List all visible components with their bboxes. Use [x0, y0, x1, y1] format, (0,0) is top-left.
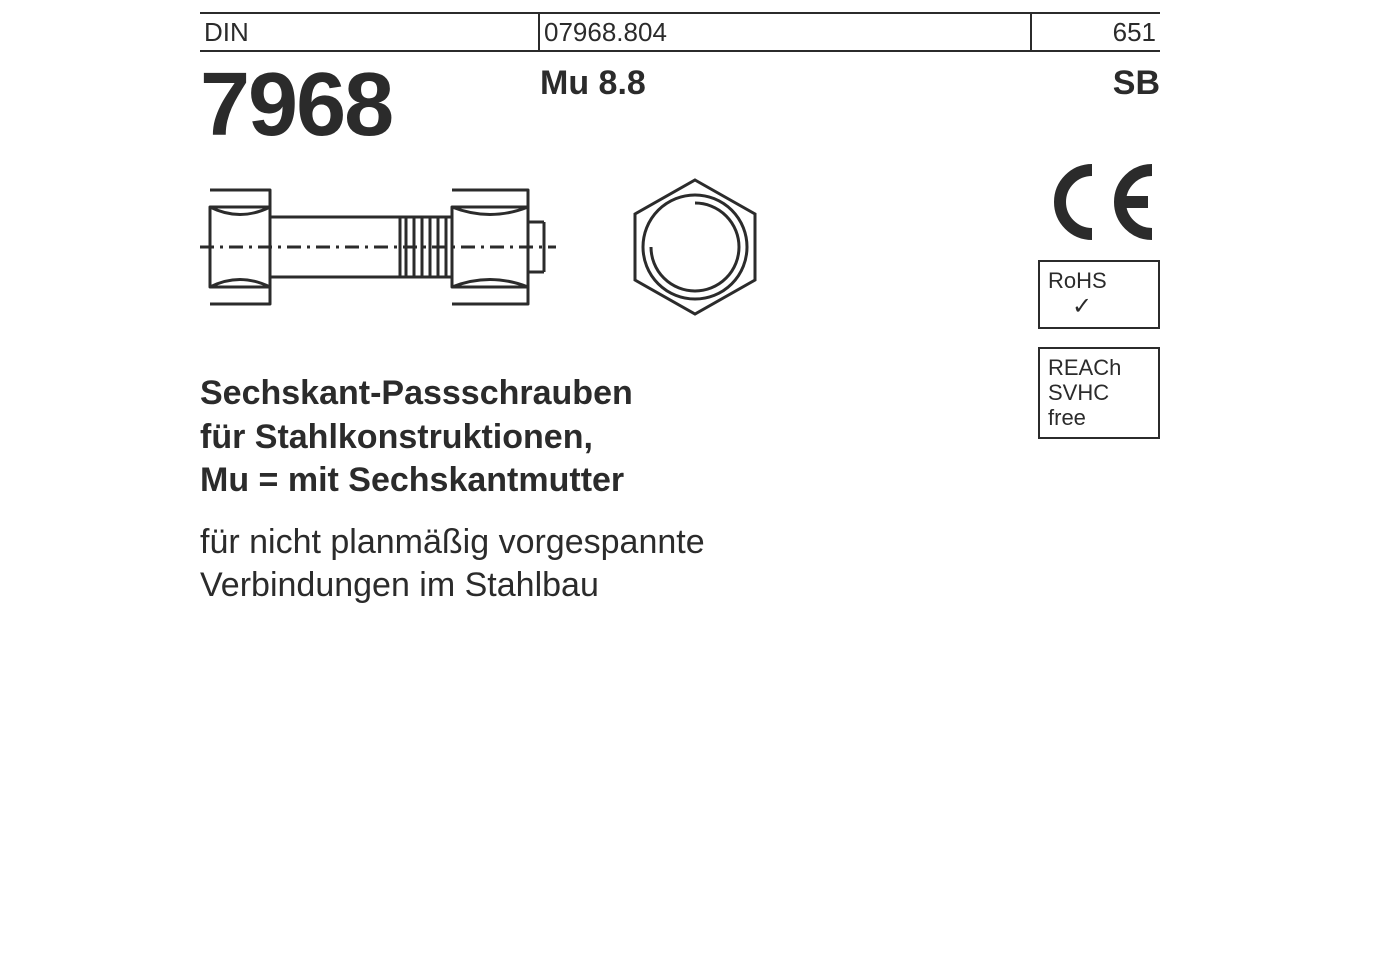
- suffix-label: SB: [1030, 60, 1160, 103]
- ce-mark-icon: [1040, 162, 1160, 242]
- header-code: 07968.804: [540, 14, 1030, 50]
- rohs-badge: RoHS ✓: [1038, 260, 1160, 329]
- reach-line1: REACh: [1048, 355, 1150, 380]
- description-block: Sechskant-Passschrauben für Stahlkonstru…: [200, 372, 1160, 608]
- rohs-label: RoHS: [1048, 268, 1150, 293]
- desc-line1: Sechskant-Passschrauben: [200, 372, 1160, 416]
- desc-sub2: Verbindungen im Stahlbau: [200, 564, 1160, 608]
- desc-line3: Mu = mit Sechskantmutter: [200, 459, 1160, 503]
- header-std-label: DIN: [200, 14, 540, 50]
- rohs-check-icon: ✓: [1048, 293, 1150, 321]
- standard-number: 7968: [200, 60, 540, 150]
- desc-line2: für Stahlkonstruktionen,: [200, 416, 1160, 460]
- header-row: DIN 07968.804 651: [200, 12, 1160, 52]
- reach-line2: SVHC: [1048, 380, 1150, 405]
- reach-line3: free: [1048, 405, 1150, 430]
- technical-drawing: [200, 172, 1160, 322]
- grade-label: Mu 8.8: [540, 60, 1030, 103]
- title-row: 7968 Mu 8.8 SB: [200, 52, 1160, 150]
- header-page: 651: [1030, 14, 1160, 50]
- compliance-badges: RoHS ✓ REACh SVHC free: [1020, 162, 1160, 439]
- reach-badge: REACh SVHC free: [1038, 347, 1160, 439]
- desc-sub1: für nicht planmäßig vorgespannte: [200, 521, 1160, 565]
- datasheet: DIN 07968.804 651 7968 Mu 8.8 SB: [200, 12, 1160, 608]
- hex-end-view-icon: [620, 172, 770, 322]
- bolt-side-view-icon: [200, 172, 560, 322]
